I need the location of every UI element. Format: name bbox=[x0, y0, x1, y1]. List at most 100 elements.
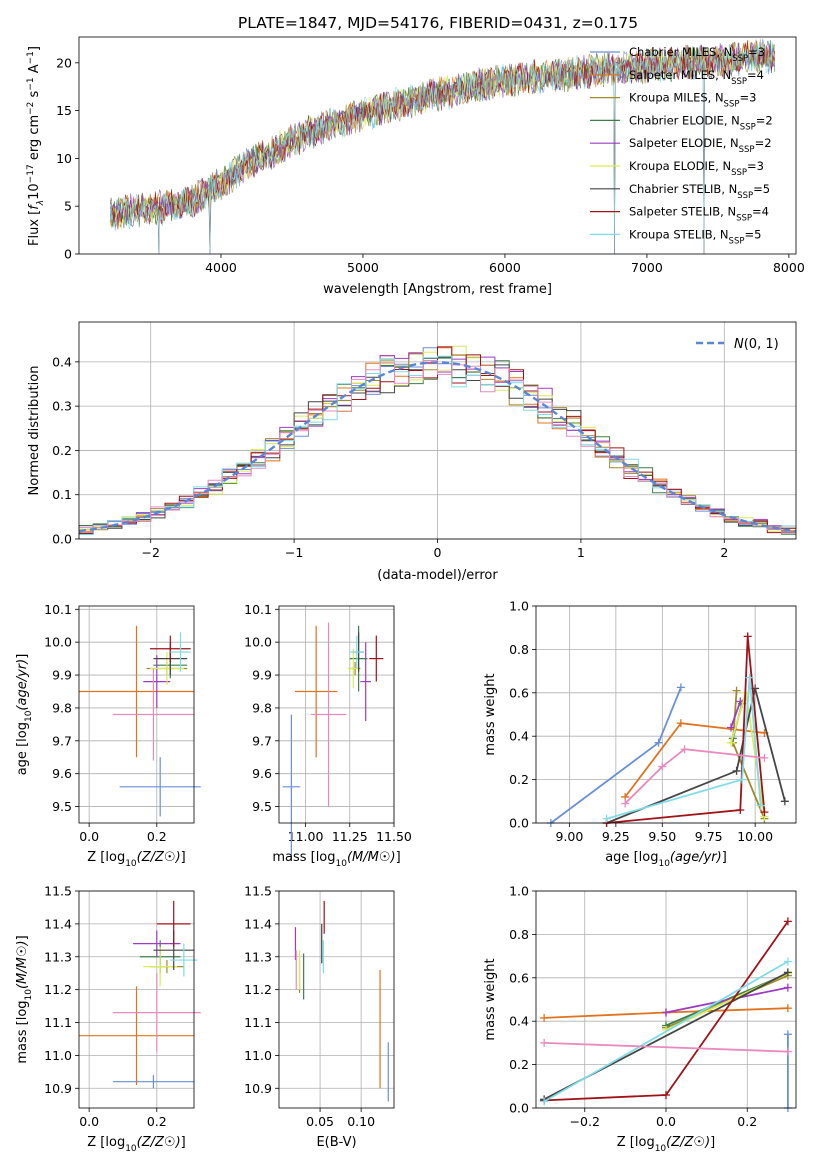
axes-frame bbox=[78, 321, 797, 540]
legend-text: SSP bbox=[731, 168, 747, 178]
y-tick-label: 11.4 bbox=[44, 916, 72, 931]
x-axis-label-part: ] bbox=[181, 850, 186, 865]
data-marker bbox=[732, 766, 741, 775]
normal-curve bbox=[78, 361, 797, 533]
y-tick-label: 0.8 bbox=[509, 642, 529, 657]
y-tick-label: 11.1 bbox=[44, 1015, 72, 1030]
legend-entry: N(0, 1) bbox=[734, 337, 779, 352]
x-axis-label-part: mass [log bbox=[272, 850, 335, 865]
x-tick-label: 1 bbox=[577, 545, 585, 560]
y-axis-label-part: Flux [ bbox=[27, 210, 42, 246]
data-marker bbox=[760, 808, 769, 817]
y-tick-label: 0.4 bbox=[509, 729, 529, 744]
x-tick-label: 0.05 bbox=[306, 1114, 334, 1129]
mass-weight-vs-metallicity-panel: −0.2 0.0 0.2 0.0 0.2 0.4 0.6 0.8 1.0 Z [log10(Z/Z… bbox=[483, 884, 797, 1154]
y-axis-label-part: −2 bbox=[26, 102, 36, 115]
y-tick-label: 0 bbox=[64, 247, 72, 262]
y-axis-label: mass weight bbox=[483, 958, 498, 1040]
y-tick-label: 11.0 bbox=[244, 1048, 272, 1063]
legend-entry: Salpeter STELIB, NSSP=4 bbox=[629, 205, 769, 224]
x-axis-label-part: ] bbox=[396, 850, 401, 865]
legend-text: =2 bbox=[755, 136, 772, 150]
mass-weight-series bbox=[544, 1042, 788, 1053]
y-tick-label: 11.4 bbox=[244, 916, 272, 931]
y-tick-label: 11.5 bbox=[44, 884, 72, 899]
y-tick-label: 9.6 bbox=[52, 766, 72, 781]
data-marker bbox=[783, 1004, 792, 1013]
y-axis-label: Normed distribution bbox=[27, 366, 42, 496]
y-tick-label: 11.1 bbox=[244, 1015, 272, 1030]
spectrum-series-line bbox=[109, 39, 775, 230]
y-tick-label: 10.0 bbox=[244, 635, 272, 650]
y-tick-label: 1.0 bbox=[509, 599, 529, 614]
y-axis-label-part: s bbox=[27, 90, 42, 101]
x-axis-label-part: ] bbox=[710, 1135, 715, 1150]
data-marker bbox=[676, 683, 685, 692]
x-tick-label: 0.0 bbox=[656, 1114, 676, 1129]
y-axis-label-part: 10 bbox=[24, 710, 34, 722]
legend-text: SSP bbox=[736, 214, 752, 224]
y-axis-label: age [log10(age/yr)] bbox=[15, 654, 34, 776]
x-axis-label-part: Z [log bbox=[617, 1135, 655, 1150]
axes-frame bbox=[78, 890, 195, 1109]
x-axis-label-part: 10 bbox=[658, 859, 670, 869]
x-axis-label-part: (age/yr) bbox=[670, 850, 722, 865]
x-tick-label: 9.25 bbox=[602, 829, 630, 844]
x-tick-label: 8000 bbox=[773, 260, 805, 275]
y-axis-label-part: ] bbox=[15, 935, 30, 940]
data-marker bbox=[658, 762, 667, 771]
x-axis-label-part: 10 bbox=[336, 859, 348, 869]
y-tick-label: 0.4 bbox=[509, 1014, 529, 1029]
residual-histogram-panel: −2 −1 0 1 2 0.0 0.1 0.2 0.3 0.4 N(0, 1) (data-model… bbox=[27, 321, 797, 583]
data-marker bbox=[540, 1013, 549, 1022]
y-tick-label: 11.3 bbox=[44, 949, 72, 964]
data-marker bbox=[736, 805, 745, 814]
legend-entry: Chabrier MILES, NSSP=3 bbox=[629, 45, 765, 64]
age-vs-metallicity-panel: 0.0 0.29.59.69.79.89.910.010.1Z [log10(Z/… bbox=[15, 602, 201, 869]
x-tick-label: 9.75 bbox=[695, 829, 723, 844]
y-tick-label: 11.2 bbox=[244, 982, 272, 997]
y-axis-label: mass [log10(M/M☉)] bbox=[15, 935, 34, 1063]
y-tick-label: 0.2 bbox=[52, 443, 72, 458]
data-marker bbox=[680, 745, 689, 754]
y-tick-label: 10.1 bbox=[244, 602, 272, 617]
data-marker bbox=[540, 1038, 549, 1047]
y-tick-label: 9.7 bbox=[52, 733, 72, 748]
data-marker bbox=[783, 1030, 792, 1039]
legend-entry: Salpeter MILES, NSSP=4 bbox=[629, 68, 764, 87]
legend-text: SSP bbox=[731, 77, 747, 87]
data-marker bbox=[783, 1047, 792, 1056]
legend-entry: Kroupa MILES, NSSP=3 bbox=[629, 91, 756, 110]
y-tick-label: 9.5 bbox=[52, 799, 72, 814]
legend-text: =3 bbox=[748, 45, 765, 59]
x-tick-label: 4000 bbox=[205, 260, 237, 275]
x-tick-label: 5000 bbox=[347, 260, 379, 275]
legend-entry: Salpeter ELODIE, NSSP=2 bbox=[629, 136, 772, 155]
y-tick-label: 11.3 bbox=[244, 949, 272, 964]
x-axis-label: E(B-V) bbox=[316, 1135, 356, 1150]
legend-text: =3 bbox=[747, 159, 764, 173]
x-tick-label: 0.2 bbox=[147, 829, 167, 844]
legend-text: Kroupa ELODIE, N bbox=[629, 159, 731, 173]
x-tick-label: −2 bbox=[141, 545, 159, 560]
y-tick-label: 0.6 bbox=[509, 970, 529, 985]
x-axis-label-part: 10 bbox=[125, 1144, 137, 1154]
x-tick-label: 0.0 bbox=[79, 829, 99, 844]
y-tick-label: 9.7 bbox=[252, 733, 272, 748]
legend-text: Salpeter STELIB, N bbox=[629, 205, 736, 219]
data-marker bbox=[676, 719, 685, 728]
y-tick-label: 0.6 bbox=[509, 685, 529, 700]
y-tick-label: 15 bbox=[56, 103, 72, 118]
legend-text: =5 bbox=[753, 182, 770, 196]
data-marker bbox=[783, 983, 792, 992]
y-tick-label: 10.1 bbox=[44, 602, 72, 617]
data-marker bbox=[783, 957, 792, 966]
axes-frame bbox=[78, 36, 797, 255]
x-tick-label: 11.25 bbox=[332, 829, 368, 844]
legend-text: (0, 1) bbox=[744, 337, 779, 352]
mass-weight-vs-age-panel: 9.00 9.25 9.50 9.75 10.00 0.0 0.2 0.4 0.6 0.8 1.0 a… bbox=[483, 599, 797, 869]
y-tick-label: 1.0 bbox=[509, 884, 529, 899]
mass-weight-series bbox=[624, 748, 765, 805]
data-marker bbox=[780, 797, 789, 806]
data-marker bbox=[727, 738, 735, 747]
